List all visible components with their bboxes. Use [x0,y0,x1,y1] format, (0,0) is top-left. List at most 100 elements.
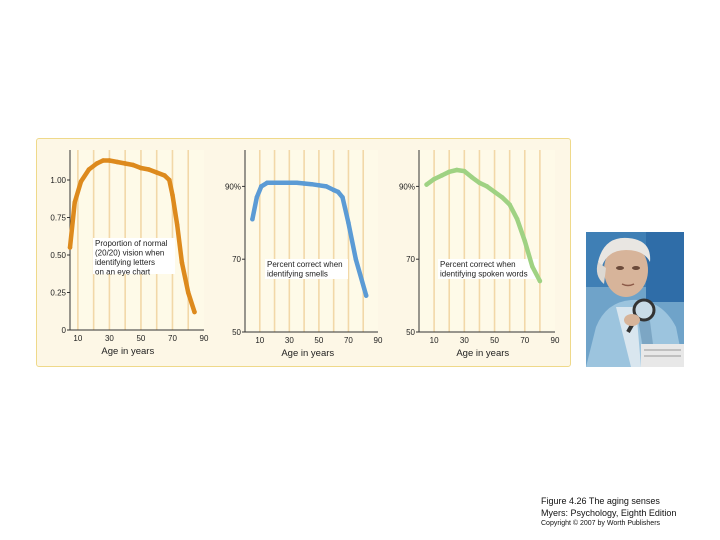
data-point [272,180,277,186]
data-point [335,189,341,195]
annotation-box [93,238,175,274]
data-point [170,192,175,198]
x-tick-label: 90 [200,334,209,343]
annotation-box [265,259,348,279]
x-tick-label: 70 [344,336,353,345]
data-point [499,195,505,200]
x-axis-label: Age in years [281,348,334,359]
data-point [154,170,159,175]
data-point [107,158,112,163]
plot-area [245,150,378,332]
data-point [67,245,73,250]
x-tick-label: 10 [430,336,439,345]
x-tick-label: 70 [520,336,529,345]
figure-caption-copyright: Copyright © 2007 by Worth Publishers [541,520,661,527]
data-point [72,200,77,205]
annotation-box [438,259,538,279]
data-point [484,184,490,189]
data-point [264,180,270,186]
plot-area [419,150,555,332]
data-point [514,216,520,222]
x-tick-label: 10 [255,336,264,345]
data-point [179,260,185,265]
annotation-line: Proportion of normal [95,239,168,248]
data-point [324,184,329,189]
data-point [185,290,191,295]
data-point [294,180,299,186]
data-point [279,180,285,186]
figure-caption-title: Figure 4.26 The aging senses [541,496,660,506]
data-point [530,264,535,269]
annotation-line: identifying spoken words [440,270,528,279]
y-tick-label: 50 [406,328,415,337]
y-tick-label: 0.50 [50,251,66,260]
data-point [431,176,437,182]
y-tick-label: 0 [62,326,67,335]
data-point [78,179,84,184]
data-point [250,216,255,222]
data-point [454,167,460,173]
x-tick-label: 10 [73,334,82,343]
x-axis-label: Age in years [456,348,509,359]
data-point [424,182,429,187]
data-point [174,222,180,228]
x-tick-label: 90 [374,336,383,345]
data-point [94,161,100,166]
x-tick-label: 30 [285,336,294,345]
data-point [259,184,264,189]
photo-elderly-woman-magnifying-glass [586,232,684,367]
data-point [316,183,322,188]
data-point [122,161,128,166]
data-point [138,165,144,171]
data-point [492,189,497,195]
data-point [309,181,314,187]
data-point [340,195,345,200]
data-point [301,181,307,186]
x-tick-label: 30 [105,334,114,343]
data-point [446,169,452,175]
x-tick-label: 30 [460,336,469,345]
y-tick-label: 70 [232,255,241,264]
data-point [477,180,482,186]
y-tick-label: 70 [406,255,415,264]
data-point [146,167,152,172]
data-point [100,158,106,163]
data-point [439,173,444,178]
data-point [254,195,260,200]
y-tick-label: 90% [225,182,241,191]
data-point [537,278,543,284]
y-tick-label: 90% [399,182,415,191]
y-tick-label: 50 [232,328,241,337]
data-point [462,168,467,174]
y-tick-label: 1.00 [50,176,66,185]
data-point [192,309,197,315]
data-point [167,177,172,183]
figure-caption-source: Myers: Psychology, Eighth Edition [541,508,677,518]
x-tick-label: 50 [136,334,145,343]
data-point [331,187,336,193]
x-tick-label: 50 [314,336,323,345]
annotation-line: on an eye chart [95,268,151,277]
annotation-line: Percent correct when [440,260,516,269]
y-tick-label: 0.25 [50,289,66,298]
data-point [287,180,292,186]
data-point [363,293,369,298]
annotation-line: Percent correct when [267,260,343,269]
data-point [162,173,167,178]
data-point [353,256,359,262]
data-point [522,238,528,244]
data-point [507,202,512,207]
x-tick-label: 90 [551,336,560,345]
annotation-line: identifying letters [95,258,155,267]
data-point [130,162,136,168]
data-point [115,159,120,165]
x-axis-label: Age in years [101,346,154,357]
annotation-line: (20/20) vision when [95,249,164,258]
series-line [424,167,543,284]
x-tick-label: 50 [490,336,499,345]
data-point [86,167,92,172]
y-tick-label: 0.75 [50,214,66,223]
